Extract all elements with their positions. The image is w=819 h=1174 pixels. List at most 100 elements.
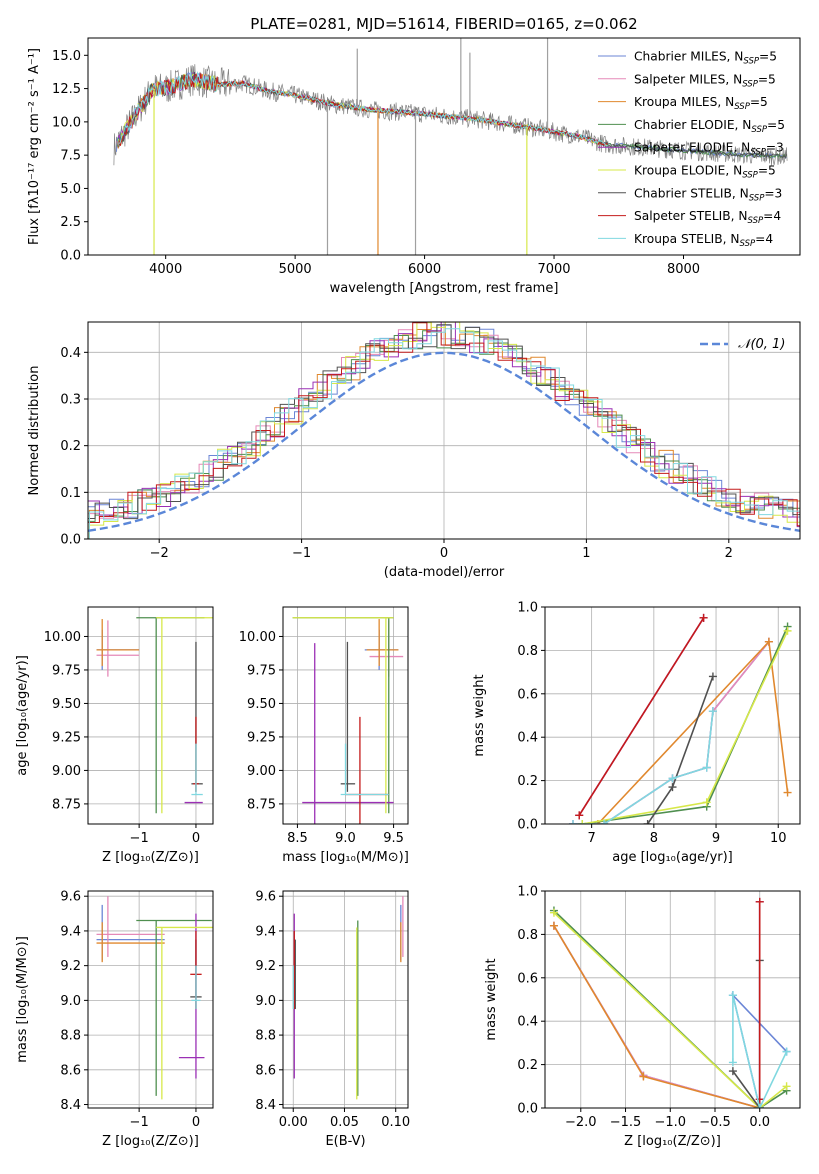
age_vs_z-plot-area <box>96 617 213 814</box>
weight_vs_z-plot-area <box>549 897 791 1108</box>
age_vs_z-frame <box>87 606 214 825</box>
weight_vs_age-plot-area <box>568 613 792 824</box>
weight_vs_age-point-marker <box>702 798 711 807</box>
residuals-legend-label: 𝒩(0, 1) <box>738 337 785 352</box>
weight_vs_z-ytick-label: 0.0 <box>517 1102 538 1117</box>
age_vs_z-ytick-label: 10.00 <box>44 630 81 645</box>
weight_vs_z-point-marker <box>728 991 737 1000</box>
age_vs_z-xtick-label: −1 <box>130 831 149 846</box>
mass_vs_ebv-ytick-label: 9.0 <box>255 994 276 1009</box>
weight_vs_age-xtick-label: 8 <box>650 831 658 846</box>
age_vs_z-ytick-label: 9.50 <box>52 697 81 712</box>
spectrum-legend-label: Kroupa MILES, NSSP=5 <box>634 95 768 112</box>
weight_vs_age-point-marker <box>668 783 677 792</box>
weight_vs_age-point-marker <box>708 672 717 681</box>
mass_vs_ebv-xtick-label: 0.00 <box>279 1115 308 1130</box>
spectrum-ytick-label: 15.0 <box>52 49 81 64</box>
weight_vs_z-point-marker <box>728 1067 737 1076</box>
residuals-ytick-label: 0.4 <box>60 346 81 361</box>
weight_vs_age-point-marker <box>708 707 717 716</box>
spectrum-ytick-label: 7.5 <box>60 149 81 164</box>
mass_vs_z-ylabel: mass [log₁₀(M/M⊙)] <box>15 936 30 1063</box>
residuals-histogram <box>88 328 800 539</box>
spectrum-ytick-label: 2.5 <box>60 215 81 230</box>
spectrum-legend-label: Kroupa ELODIE, NSSP=5 <box>634 164 776 181</box>
weight_vs_age-ytick-label: 1.0 <box>517 601 538 616</box>
spectrum-frame <box>87 37 801 256</box>
mass_vs_z-xtick-label: −1 <box>130 1115 149 1130</box>
residuals-gaussian-curve <box>88 351 800 532</box>
mass_vs_z-ytick-label: 9.2 <box>60 959 81 974</box>
page-title: PLATE=0281, MJD=51614, FIBERID=0165, z=0… <box>250 15 637 33</box>
spectrum-legend-label: Salpeter ELODIE, NSSP=3 <box>634 141 784 158</box>
mass_vs_ebv-xlabel: E(B-V) <box>325 1134 365 1149</box>
weight_vs_age-point-marker <box>702 763 711 772</box>
weight_vs_age-point-marker <box>600 820 609 824</box>
residuals-histogram <box>88 322 800 527</box>
weight_vs_z-frame <box>544 890 801 1109</box>
weight_vs_z-ytick-label: 0.6 <box>517 971 538 986</box>
residuals-histogram <box>88 322 800 528</box>
mass_vs_z-ytick-label: 8.8 <box>60 1029 81 1044</box>
spectrum-xtick-label: 6000 <box>408 262 441 277</box>
spectrum-legend-label: Kroupa STELIB, NSSP=4 <box>634 232 773 249</box>
spectrum-xlabel: wavelength [Angstrom, rest frame] <box>330 281 559 296</box>
weight_vs_age-ytick-label: 0.0 <box>517 818 538 833</box>
age_vs_mass-xlabel: mass [log₁₀(M/M⊙)] <box>282 850 409 865</box>
weight_vs_z-series-line <box>553 909 788 1108</box>
age_vs_mass-ytick-label: 9.25 <box>247 730 276 745</box>
spectrum-data-line <box>113 64 788 166</box>
weight_vs_z-xtick-label: −1.0 <box>654 1115 686 1130</box>
residuals-ytick-label: 0.3 <box>60 393 81 408</box>
residuals-ytick-label: 0.1 <box>60 486 81 501</box>
mass_vs_z-ytick-label: 9.6 <box>60 890 81 905</box>
age_vs_z-xlabel: Z [log₁₀(Z/Z⊙)] <box>102 850 199 865</box>
weight_vs_z-xlabel: Z [log₁₀(Z/Z⊙)] <box>624 1134 721 1149</box>
weight_vs_age-series-line <box>578 617 705 816</box>
mass_vs_ebv-xtick-label: 0.05 <box>330 1115 359 1130</box>
mass_vs_z-ytick-label: 9.0 <box>60 994 81 1009</box>
mass_vs_z-frame <box>87 890 214 1109</box>
spectrum-xtick-label: 8000 <box>667 262 700 277</box>
age_vs_mass-ytick-label: 9.75 <box>247 663 276 678</box>
spectrum-legend-label: Chabrier MILES, NSSP=5 <box>634 50 777 67</box>
weight_vs_z-xtick-label: 0.0 <box>749 1115 770 1130</box>
weight_vs_age-point-marker <box>643 820 652 824</box>
mass_vs_z-ytick-label: 8.4 <box>60 1098 81 1113</box>
age_vs_mass-plot-area <box>292 617 404 824</box>
spectrum-legend-label: Chabrier ELODIE, NSSP=5 <box>634 118 785 135</box>
weight_vs_z-point-marker <box>782 1047 791 1056</box>
weight_vs_z-series-line <box>732 995 788 1108</box>
residuals-xlabel: (data-model)/error <box>384 565 505 580</box>
spectrum-ytick-label: 0.0 <box>60 249 81 264</box>
residuals-frame <box>87 321 801 540</box>
weight_vs_age-point-marker <box>783 788 792 797</box>
age_vs_mass-xtick-label: 9.5 <box>383 831 404 846</box>
mass_vs_ebv-ytick-label: 9.2 <box>255 959 276 974</box>
age_vs_mass-ytick-label: 8.75 <box>247 797 276 812</box>
weight_vs_age-point-marker <box>575 811 584 820</box>
mass_vs_ebv-ytick-label: 9.6 <box>255 890 276 905</box>
weight_vs_age-point-marker <box>668 774 677 783</box>
mass_vs_ebv-xtick-label: 0.10 <box>381 1115 410 1130</box>
residuals-ytick-label: 0.2 <box>60 439 81 454</box>
age_vs_mass-xtick-label: 9.0 <box>335 831 356 846</box>
residuals-xtick-label: −1 <box>292 546 311 561</box>
spectrum-ytick-label: 10.0 <box>52 115 81 130</box>
mass_vs_ebv-ytick-label: 8.8 <box>255 1029 276 1044</box>
mass_vs_z-xtick-label: 0 <box>192 1115 200 1130</box>
weight_vs_z-point-marker <box>728 1058 737 1067</box>
mass_vs_z-ytick-label: 8.6 <box>60 1063 81 1078</box>
weight_vs_z-point-marker <box>755 1104 764 1108</box>
age_vs_z-ylabel: age [log₁₀(age/yr)] <box>15 655 30 776</box>
mass_vs_ebv-ytick-label: 8.6 <box>255 1063 276 1078</box>
weight_vs_age-ytick-label: 0.4 <box>517 731 538 746</box>
weight_vs_age-point-marker <box>578 820 587 824</box>
residuals-plot-area <box>88 322 800 539</box>
age_vs_z-ytick-label: 8.75 <box>52 797 81 812</box>
age_vs_z-xtick-label: 0 <box>192 831 200 846</box>
weight_vs_age-ytick-label: 0.2 <box>517 774 538 789</box>
mass_vs_ebv-ytick-label: 8.4 <box>255 1098 276 1113</box>
weight_vs_z-ylabel: mass weight <box>484 958 499 1040</box>
spectrum-plot-area <box>113 38 788 255</box>
